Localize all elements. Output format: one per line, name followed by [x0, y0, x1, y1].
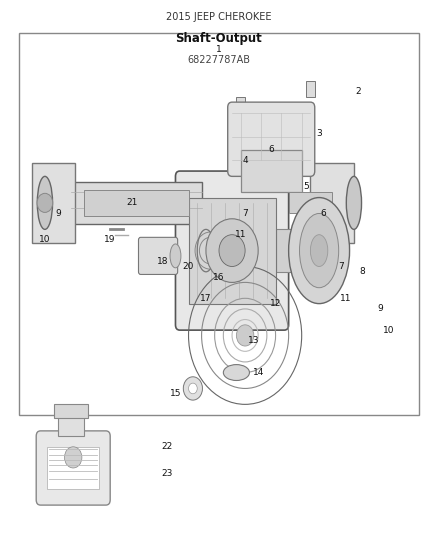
- Text: 3: 3: [316, 130, 322, 139]
- Bar: [32, 163, 75, 243]
- Text: 16: 16: [213, 272, 225, 281]
- Text: 10: 10: [383, 326, 395, 335]
- Ellipse shape: [223, 365, 250, 381]
- Text: 7: 7: [242, 209, 248, 218]
- Bar: [19, 33, 419, 415]
- Text: 20: 20: [183, 262, 194, 271]
- Bar: [58, 415, 84, 436]
- Ellipse shape: [37, 176, 53, 229]
- Bar: [237, 97, 245, 118]
- Text: 2: 2: [356, 87, 361, 96]
- Text: 11: 11: [235, 230, 247, 239]
- Text: 6: 6: [321, 209, 326, 218]
- Text: 9: 9: [55, 209, 61, 218]
- FancyBboxPatch shape: [228, 102, 315, 176]
- Bar: [306, 81, 315, 97]
- Text: 7: 7: [338, 262, 344, 271]
- Bar: [289, 192, 332, 214]
- Circle shape: [37, 193, 53, 213]
- Bar: [241, 150, 302, 192]
- Text: 15: 15: [170, 389, 181, 398]
- Text: 5: 5: [303, 182, 309, 191]
- Ellipse shape: [300, 214, 339, 288]
- Bar: [84, 190, 188, 216]
- Ellipse shape: [311, 235, 328, 266]
- Text: 11: 11: [339, 294, 351, 303]
- Bar: [276, 229, 311, 272]
- Ellipse shape: [289, 198, 350, 304]
- Bar: [53, 405, 88, 418]
- Text: 10: 10: [39, 236, 51, 245]
- Text: 12: 12: [270, 299, 281, 308]
- Text: 23: 23: [161, 469, 173, 478]
- Bar: [47, 447, 99, 489]
- Text: 1: 1: [216, 45, 222, 54]
- Text: 17: 17: [200, 294, 212, 303]
- Bar: [188, 198, 276, 304]
- Text: 14: 14: [252, 368, 264, 377]
- Text: 8: 8: [360, 268, 365, 276]
- Bar: [71, 182, 201, 224]
- Ellipse shape: [346, 176, 361, 229]
- Text: 18: 18: [157, 257, 168, 265]
- Circle shape: [184, 377, 202, 400]
- Text: 6: 6: [268, 146, 274, 155]
- Text: 22: 22: [161, 442, 173, 451]
- Text: 19: 19: [104, 236, 116, 245]
- Text: Shaft-Output: Shaft-Output: [176, 32, 262, 45]
- FancyBboxPatch shape: [176, 171, 289, 330]
- Ellipse shape: [170, 244, 181, 268]
- Text: 4: 4: [242, 156, 248, 165]
- Text: 21: 21: [126, 198, 138, 207]
- Circle shape: [188, 383, 197, 394]
- FancyBboxPatch shape: [138, 237, 178, 274]
- Text: 13: 13: [248, 336, 260, 345]
- Text: 9: 9: [377, 304, 383, 313]
- Circle shape: [206, 219, 258, 282]
- Circle shape: [64, 447, 82, 468]
- Circle shape: [219, 235, 245, 266]
- Circle shape: [237, 325, 254, 346]
- Text: 68227787AB: 68227787AB: [187, 55, 251, 64]
- Text: 2015 JEEP CHEROKEE: 2015 JEEP CHEROKEE: [166, 12, 272, 22]
- FancyBboxPatch shape: [36, 431, 110, 505]
- Bar: [311, 163, 354, 243]
